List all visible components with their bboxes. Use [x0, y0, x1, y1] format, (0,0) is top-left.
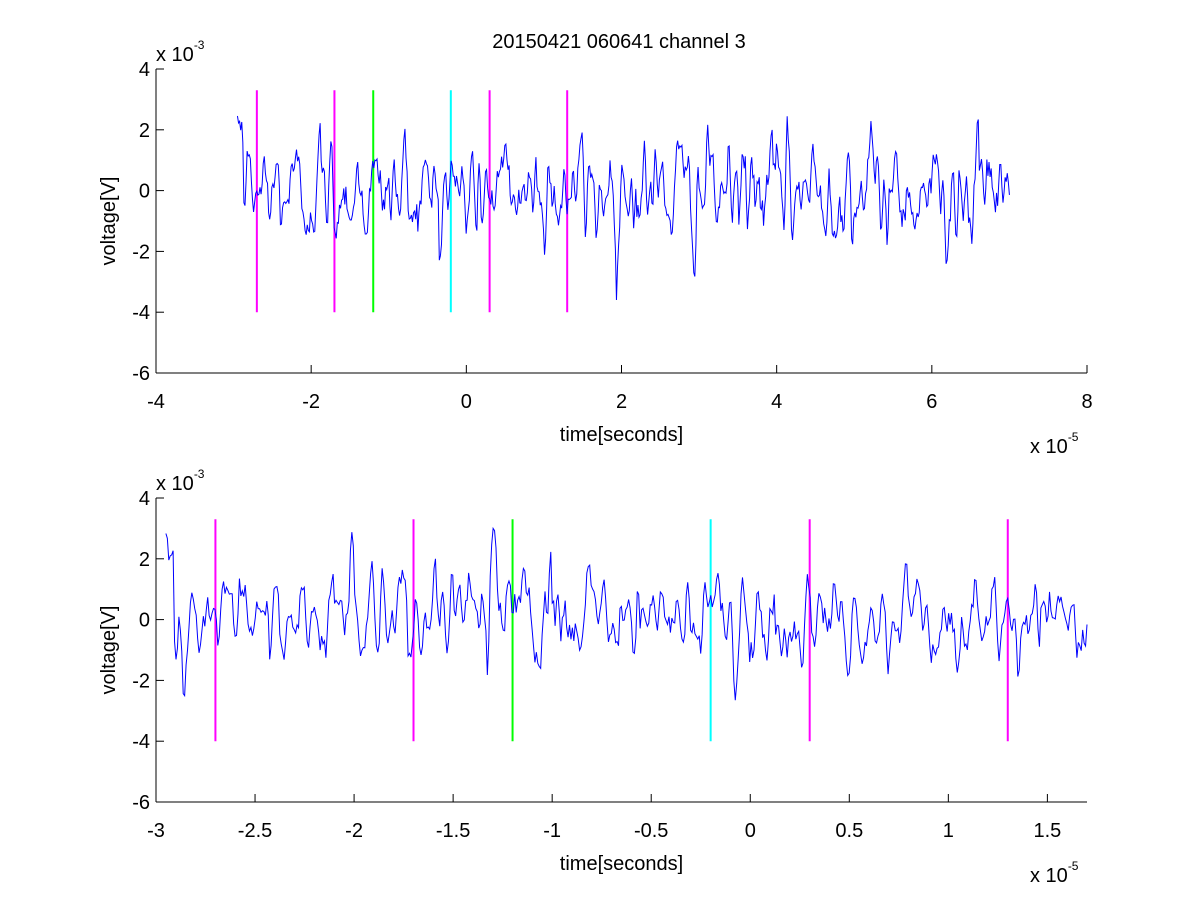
- top-plot-x-tick-label: 8: [1081, 391, 1092, 413]
- bottom-plot-y-multiplier-base: x 10: [156, 473, 194, 495]
- top-plot-y-tick-label: 2: [139, 120, 150, 142]
- bottom-plot-markers: [214, 519, 1009, 742]
- top-plot-signal-line: [236, 115, 1010, 301]
- top-plot-y-tick-label: -2: [132, 241, 150, 263]
- bottom-plot-y-tick-label: -2: [132, 670, 150, 692]
- top-plot-x-ticks: -4 -2 0 2 4 6 8: [147, 365, 1093, 413]
- bottom-plot-x-ticks: -3 -2.5 -2 -1.5 -1 -0.5 0 0.5 1 1.5: [147, 794, 1061, 842]
- bottom-plot-y-label: voltage[V]: [98, 606, 120, 695]
- bottom-plot: -3 -2.5 -2 -1.5 -1 -0.5 0 0.5 1 1.5 -6 -4 -2 0 2 4 tim…: [98, 467, 1088, 887]
- bottom-plot-y-multiplier: x 10-3: [156, 467, 205, 495]
- top-plot-x-multiplier-exponent: -5: [1068, 430, 1079, 444]
- bottom-plot-x-tick-label: -1: [543, 820, 561, 842]
- bottom-plot-x-tick-label: 1.5: [1033, 820, 1061, 842]
- top-plot-y-tick-label: 4: [139, 59, 150, 81]
- top-plot-x-tick-label: -2: [302, 391, 320, 413]
- top-plot-x-multiplier: x 10-5: [1030, 430, 1079, 458]
- top-plot-y-multiplier-exponent: -3: [194, 38, 205, 52]
- bottom-plot-x-tick-label: 1: [943, 820, 954, 842]
- top-plot-y-ticks: -6 -4 -2 0 2 4: [132, 59, 164, 385]
- bottom-plot-x-tick-label: -1.5: [436, 820, 470, 842]
- top-plot-x-tick-label: 2: [616, 391, 627, 413]
- bottom-plot-y-ticks: -6 -4 -2 0 2 4: [132, 488, 164, 814]
- bottom-plot-x-tick-label: -0.5: [634, 820, 668, 842]
- bottom-plot-x-tick-label: -3: [147, 820, 165, 842]
- top-plot-x-tick-label: -4: [147, 391, 165, 413]
- figure-title: 20150421 060641 channel 3: [492, 31, 746, 53]
- bottom-plot-y-tick-label: 2: [139, 549, 150, 571]
- bottom-plot-x-label: time[seconds]: [560, 853, 683, 875]
- top-plot-x-tick-label: 4: [771, 391, 782, 413]
- top-plot-y-multiplier: x 10-3: [156, 38, 205, 66]
- top-plot-x-label: time[seconds]: [560, 424, 683, 446]
- top-plot-y-label: voltage[V]: [98, 177, 120, 266]
- top-plot-x-tick-label: 6: [926, 391, 937, 413]
- bottom-plot-y-tick-label: -4: [132, 731, 150, 753]
- bottom-plot-x-tick-label: -2: [345, 820, 363, 842]
- bottom-plot-x-tick-label: 0.5: [835, 820, 863, 842]
- bottom-plot-y-tick-label: 0: [139, 610, 150, 632]
- top-plot-y-tick-label: -6: [132, 363, 150, 385]
- bottom-plot-y-tick-label: -6: [132, 792, 150, 814]
- top-plot-markers: [255, 90, 569, 313]
- bottom-plot-x-tick-label: 0: [745, 820, 756, 842]
- top-plot-y-multiplier-base: x 10: [156, 44, 194, 66]
- top-plot: -4 -2 0 2 4 6 8 -6 -4 -2 0 2 4 time[seconds] voltag…: [98, 38, 1093, 458]
- bottom-plot-x-multiplier-exponent: -5: [1068, 859, 1079, 873]
- bottom-plot-y-tick-label: 4: [139, 488, 150, 510]
- bottom-plot-x-multiplier-base: x 10: [1030, 865, 1068, 887]
- bottom-plot-x-tick-label: -2.5: [238, 820, 272, 842]
- top-plot-x-multiplier-base: x 10: [1030, 436, 1068, 458]
- bottom-plot-x-multiplier: x 10-5: [1030, 859, 1079, 887]
- top-plot-y-tick-label: -4: [132, 302, 150, 324]
- bottom-plot-y-multiplier-exponent: -3: [194, 467, 205, 481]
- bottom-plot-signal-line: [165, 526, 1088, 701]
- top-plot-y-tick-label: 0: [139, 181, 150, 203]
- top-plot-x-tick-label: 0: [461, 391, 472, 413]
